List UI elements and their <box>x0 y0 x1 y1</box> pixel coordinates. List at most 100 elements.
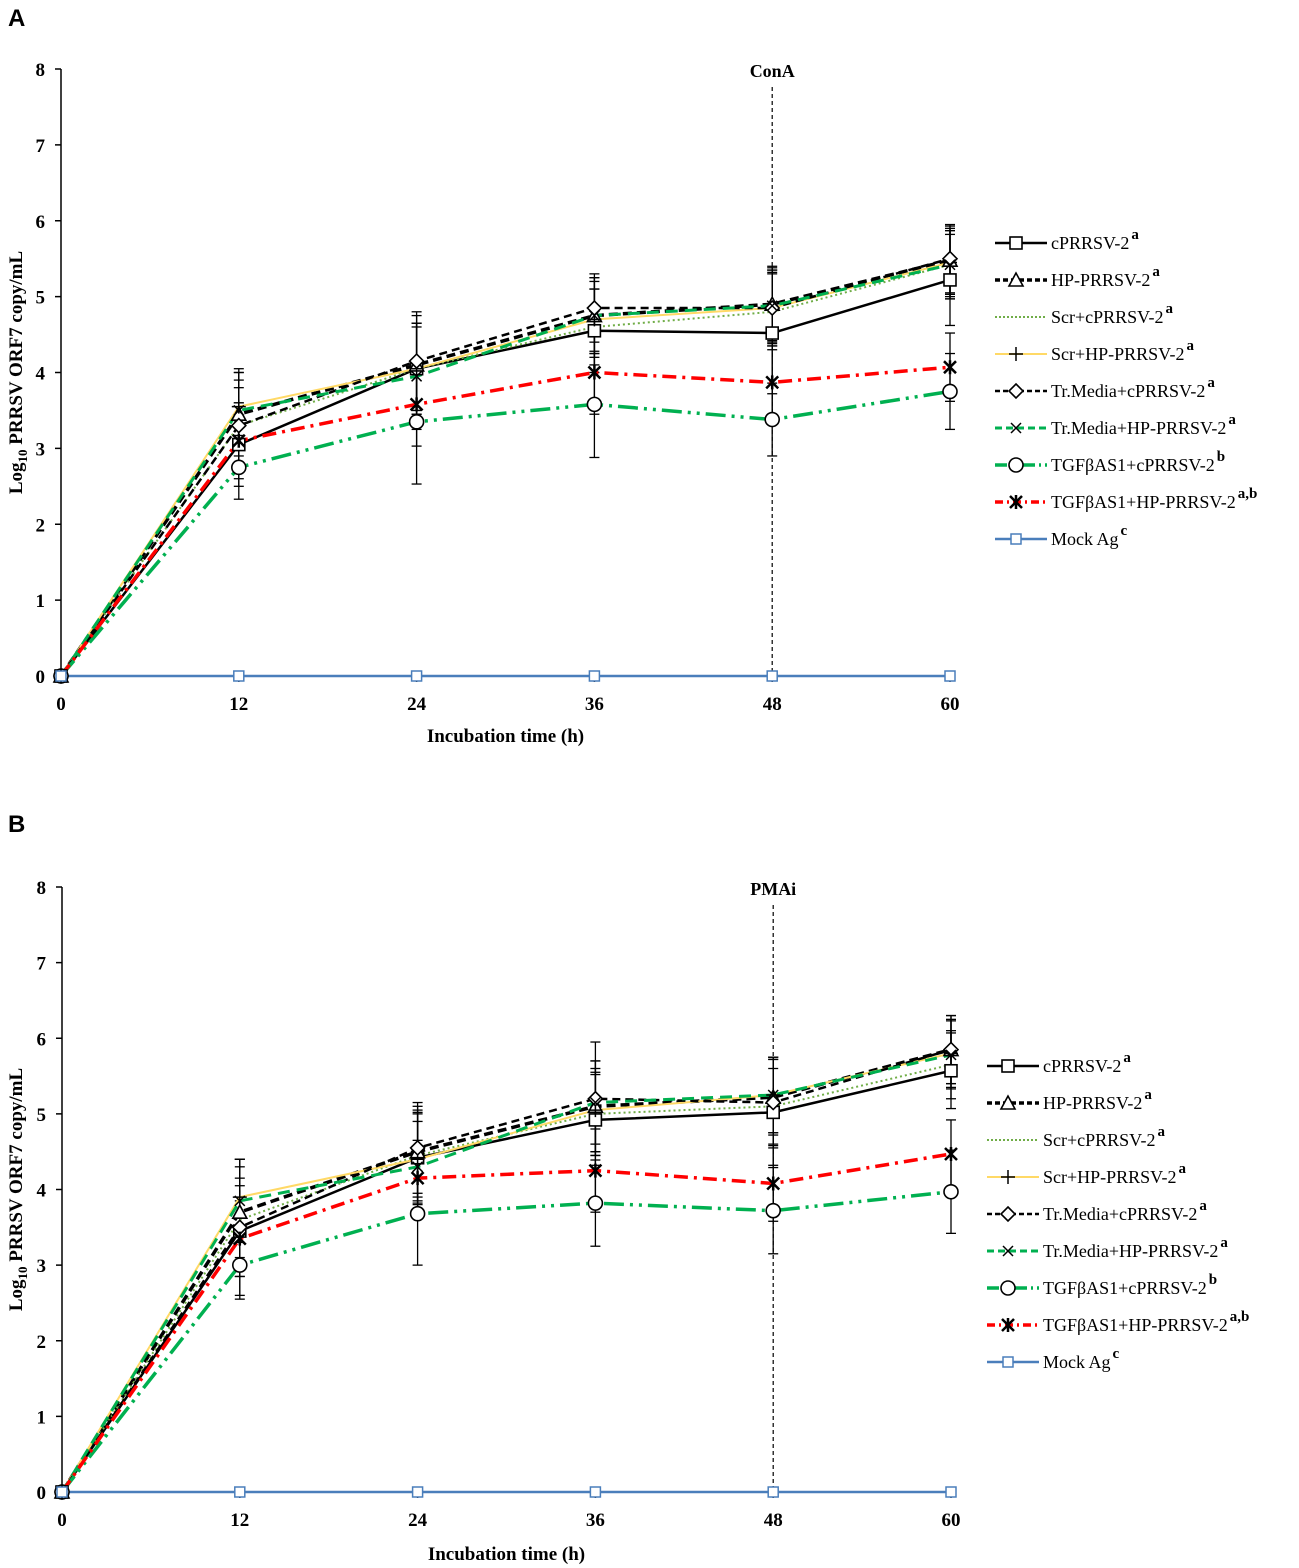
legend-swatch-marker <box>1001 1059 1015 1073</box>
x-axis-title: Incubation time (h) <box>427 726 584 747</box>
series-line-5 <box>60 1053 952 1493</box>
legend-swatch-marker <box>999 1205 1017 1223</box>
data-point <box>944 670 956 682</box>
data-point <box>945 1049 957 1061</box>
data-point <box>232 1231 247 1246</box>
data-point <box>586 299 603 317</box>
legend-label: HP-PRRSV-2 a <box>1043 1087 1152 1113</box>
data-point <box>944 259 956 271</box>
data-point <box>588 310 600 322</box>
data-point <box>944 1063 958 1078</box>
legend-superscript: a <box>1158 1124 1166 1140</box>
data-point <box>587 365 602 380</box>
legend-label: Scr+HP-PRRSV-2 a <box>1051 338 1195 364</box>
x-tick-label: 12 <box>229 694 248 715</box>
data-point <box>945 1486 957 1498</box>
y-tick-label: 1 <box>37 1407 47 1428</box>
y-tick-label: 7 <box>37 954 47 975</box>
y-tick-label: 4 <box>37 1181 47 1202</box>
legend-label: Tr.Media+cPRRSV-2 a <box>1051 375 1215 401</box>
x-tick-label: 24 <box>408 1510 428 1531</box>
legend-superscript: a,b <box>1238 486 1258 502</box>
annotation-label: PMAi <box>750 879 796 899</box>
series-line-7 <box>60 1152 952 1494</box>
legend-item: TGFβAS1+cPRRSV-2 b <box>987 1272 1217 1298</box>
series-line-0 <box>60 1069 952 1493</box>
data-point <box>588 1163 603 1178</box>
x-tick-label: 0 <box>57 1510 67 1531</box>
legend-item: Tr.Media+HP-PRRSV-2 a <box>987 1235 1228 1261</box>
data-point <box>231 1203 249 1219</box>
legend-superscript: a <box>1131 227 1139 243</box>
series-line-4 <box>60 1048 952 1493</box>
legend-item: cPRRSV-2 a <box>995 227 1139 253</box>
y-tick-label: 2 <box>36 515 46 536</box>
y-tick-label: 3 <box>36 439 46 460</box>
y-axis-title: Log10 PRRSV ORF7 copy/mL <box>6 251 30 494</box>
x-tick-label: 36 <box>585 694 604 715</box>
legend-label: TGFβAS1+cPRRSV-2 b <box>1043 1272 1217 1298</box>
data-point <box>230 417 247 434</box>
data-point <box>765 375 780 390</box>
y-tick-label: 4 <box>36 364 46 385</box>
series-line-4 <box>59 257 951 677</box>
series-line-0 <box>60 278 951 677</box>
legend-label: Tr.Media+HP-PRRSV-2 a <box>1051 412 1236 438</box>
y-tick-label: 6 <box>37 1029 47 1050</box>
legend-swatch-marker <box>1002 1356 1014 1368</box>
legend-superscript: a <box>1166 301 1174 317</box>
data-point <box>764 411 781 428</box>
legend-label: TGFβAS1+cPRRSV-2 b <box>1051 449 1225 475</box>
annotation-label: ConA <box>750 61 795 81</box>
data-point <box>410 1171 425 1186</box>
legend-swatch-marker <box>1001 1318 1015 1332</box>
series-line-1 <box>59 258 951 677</box>
legend-superscript: c <box>1113 1346 1120 1362</box>
legend-superscript: b <box>1217 449 1225 465</box>
y-tick-label: 6 <box>36 212 46 233</box>
data-point <box>232 1190 247 1205</box>
data-point <box>589 1096 601 1109</box>
legend-swatch-marker <box>1008 457 1024 473</box>
legend-label: Mock Ag c <box>1043 1346 1120 1372</box>
legend-superscript: a <box>1179 1161 1187 1177</box>
legend-superscript: a <box>1228 412 1236 428</box>
data-point <box>410 670 423 682</box>
legend-item: cPRRSV-2 a <box>987 1050 1131 1076</box>
data-point <box>231 459 247 476</box>
series-line-2 <box>60 263 951 677</box>
legend-item: Tr.Media+HP-PRRSV-2 a <box>995 412 1236 438</box>
legend-item: TGFβAS1+HP-PRRSV-2 a,b <box>995 486 1257 512</box>
legend-item: Scr+HP-PRRSV-2 a <box>987 1161 1187 1187</box>
legend-swatch-marker <box>1009 236 1023 250</box>
legend-item: TGFβAS1+cPRRSV-2 b <box>995 449 1225 475</box>
x-tick-label: 0 <box>56 694 66 715</box>
x-axis-title: Incubation time (h) <box>428 1544 585 1565</box>
data-point <box>408 414 425 430</box>
data-point <box>589 1486 602 1498</box>
legend-swatch-marker <box>1000 1280 1016 1296</box>
legend-label: TGFβAS1+HP-PRRSV-2 a,b <box>1051 486 1257 512</box>
legend-superscript: a <box>1199 1198 1207 1214</box>
data-point <box>587 323 602 338</box>
data-point <box>765 326 780 340</box>
data-point <box>55 670 67 682</box>
legend-superscript: a <box>1220 1235 1228 1251</box>
legend-item: Tr.Media+cPRRSV-2 a <box>995 375 1215 401</box>
legend-label: HP-PRRSV-2 a <box>1051 264 1160 290</box>
y-tick-label: 5 <box>37 1105 47 1126</box>
data-point <box>767 1089 779 1101</box>
legend-superscript: a,b <box>1230 1309 1250 1325</box>
y-tick-label: 0 <box>37 1483 47 1504</box>
data-point <box>411 1486 424 1498</box>
data-point <box>586 396 603 413</box>
data-point <box>764 299 781 317</box>
data-point <box>942 383 958 400</box>
legend-item: Mock Ag c <box>995 523 1128 549</box>
data-point <box>409 1139 426 1157</box>
legend-item: TGFβAS1+HP-PRRSV-2 a,b <box>987 1309 1249 1335</box>
legend-superscript: a <box>1123 1050 1131 1066</box>
data-point <box>411 370 423 382</box>
